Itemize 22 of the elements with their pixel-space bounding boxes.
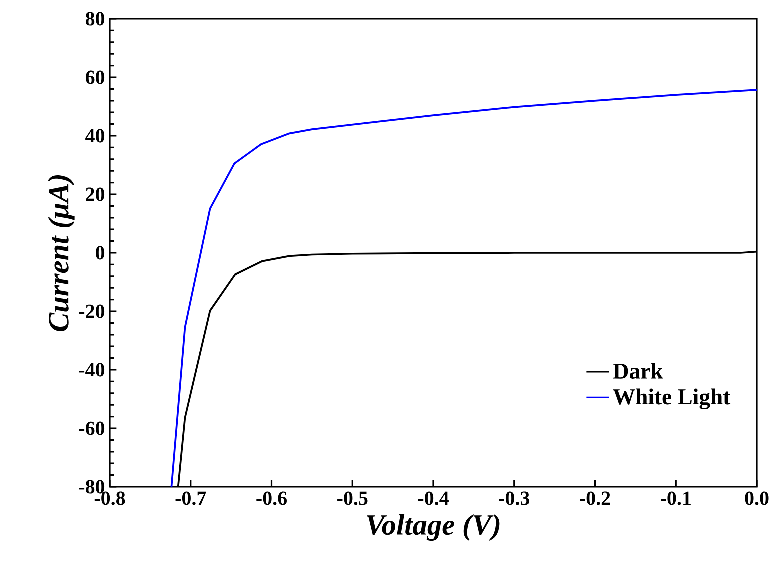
x-axis-title: Voltage (V) [367, 514, 500, 542]
y-tick-label: 0 [96, 246, 105, 260]
y-tick-label: 60 [86, 70, 105, 84]
y-tick-label: -40 [79, 363, 105, 377]
x-tick-label: -0.2 [580, 492, 610, 506]
legend-label: Dark [613, 363, 664, 380]
legend-label: White Light [613, 388, 731, 410]
y-axis-title: Current (μA) [48, 175, 75, 332]
y-tick-label: 40 [86, 129, 105, 143]
x-tick-label: -0.5 [338, 492, 368, 506]
y-tick-label: -80 [79, 480, 105, 494]
x-tick-label: -0.4 [418, 492, 449, 506]
x-tick-label: -0.3 [499, 492, 530, 506]
y-tick-label: -20 [79, 304, 105, 318]
x-tick-label: -0.8 [94, 492, 126, 506]
y-tick-label: 80 [86, 12, 105, 26]
x-tick-label: -0.7 [176, 492, 206, 506]
y-tick-label: -60 [79, 422, 105, 436]
x-tick-label: -0.1 [661, 492, 691, 506]
x-tick-label: 0.0 [745, 492, 769, 506]
x-tick-label: -0.6 [256, 492, 287, 506]
y-tick-label: 20 [86, 188, 105, 202]
